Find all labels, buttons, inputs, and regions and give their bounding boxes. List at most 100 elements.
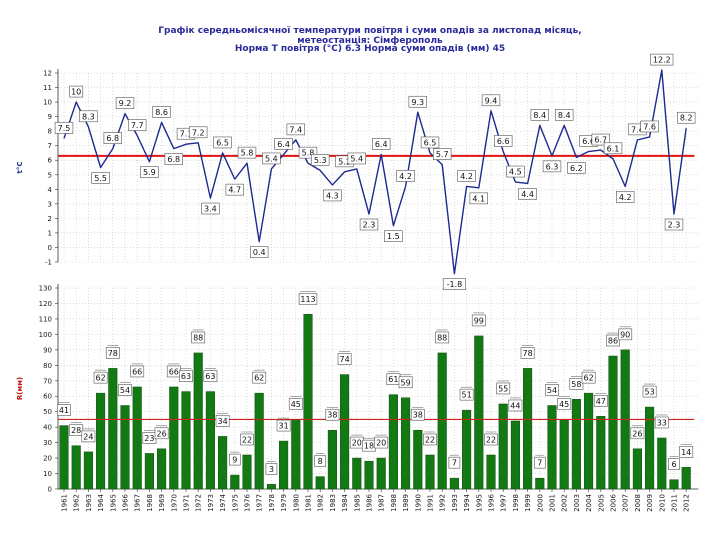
precip-label-box xyxy=(69,424,84,437)
precip-label-box xyxy=(265,463,278,475)
precip-data-label: 59 xyxy=(401,378,411,387)
temp-data-label: 5.2 xyxy=(338,157,351,166)
temp-data-label: 6.6 xyxy=(497,137,510,146)
temp-data-label: 0.4 xyxy=(253,248,266,257)
precip-data-label: 66 xyxy=(169,367,179,376)
precip-bar xyxy=(83,451,93,490)
temp-data-label: 6.8 xyxy=(167,155,180,164)
x-tick-label: 2000 xyxy=(536,494,544,512)
precip-data-label: 62 xyxy=(96,374,106,383)
temp-data-label: 9.2 xyxy=(119,99,132,108)
precip-y-tick-label: 50 xyxy=(43,408,52,416)
x-tick-label: 1982 xyxy=(317,494,325,512)
temp-data-label: 6.4 xyxy=(375,140,388,149)
precip-data-label: 78 xyxy=(523,349,533,358)
x-tick-label: 1978 xyxy=(268,494,276,512)
temp-y-tick-label: 11 xyxy=(43,84,52,92)
temp-label-box xyxy=(189,126,208,139)
precip-y-tick-label: 90 xyxy=(43,346,52,354)
temp-y-tick-label: 7 xyxy=(48,142,52,150)
precip-label-box xyxy=(240,433,254,446)
precip-label-box xyxy=(325,408,340,421)
temp-label-box xyxy=(615,191,635,203)
precip-bar xyxy=(108,368,118,490)
chart-title: Графік середньомісячної температури пові… xyxy=(158,26,582,46)
precip-data-label: 45 xyxy=(559,400,569,409)
precip-label-box xyxy=(508,399,523,412)
temp-data-label: 7.4 xyxy=(289,125,302,134)
temp-data-label: 4.1 xyxy=(472,194,485,203)
precip-label-box xyxy=(215,415,230,427)
precip-label-box xyxy=(203,370,218,382)
precip-y-tick-label: 40 xyxy=(43,424,52,432)
precip-bar xyxy=(193,352,203,490)
precip-label-box xyxy=(520,347,535,359)
temp-data-label: 5.7 xyxy=(436,150,449,159)
temp-label-box xyxy=(384,230,403,242)
precip-label-box xyxy=(298,292,318,305)
temp-data-label: 8.3 xyxy=(82,112,95,121)
temp-label-box xyxy=(128,119,147,131)
precip-label-box xyxy=(118,384,132,396)
precip-data-label: 58 xyxy=(571,380,581,389)
temp-data-label: 6.4 xyxy=(277,140,290,149)
temp-label-box xyxy=(237,146,257,159)
x-tick-label: 1994 xyxy=(463,493,471,511)
precip-bar xyxy=(242,454,252,490)
precip-bar xyxy=(523,368,533,490)
precip-data-label: 113 xyxy=(300,295,315,304)
precip-data-label: 8 xyxy=(318,457,323,466)
precip-data-label: 31 xyxy=(279,422,289,431)
temp-label-box xyxy=(542,160,562,173)
precip-label-box xyxy=(81,430,96,443)
precip-data-label: 9 xyxy=(232,456,237,465)
precip-bar xyxy=(681,467,691,490)
temp-data-label: 5.8 xyxy=(241,149,254,158)
temp-label-box xyxy=(371,138,391,150)
precip-bar xyxy=(608,355,618,490)
temp-label-box xyxy=(298,146,318,159)
temp-data-label: 5.4 xyxy=(350,154,363,163)
precip-bar xyxy=(596,416,606,490)
temp-label-box xyxy=(262,152,281,165)
x-tick-label: 1966 xyxy=(122,493,130,511)
temp-y-tick-label: 2 xyxy=(48,215,52,223)
temperature-axis-label: t°C xyxy=(16,162,24,174)
precip-bar xyxy=(132,386,142,490)
temperature-series-line xyxy=(63,69,687,275)
x-tick-label: 2006 xyxy=(610,493,618,511)
temp-label-box xyxy=(152,106,171,118)
precip-label-box xyxy=(630,427,645,440)
precip-label-box xyxy=(288,398,303,410)
precip-data-label: 78 xyxy=(108,349,118,358)
precip-y-tick-label: 70 xyxy=(43,377,52,385)
precip-bar xyxy=(218,436,228,490)
precip-bar xyxy=(144,453,154,490)
precip-data-label: 88 xyxy=(193,333,203,342)
precip-label-box xyxy=(545,384,559,396)
x-tick-label: 1997 xyxy=(500,494,508,512)
precip-data-label: 18 xyxy=(364,442,374,451)
x-tick-label: 2002 xyxy=(561,494,569,512)
precip-bar xyxy=(254,392,264,490)
temp-data-label: 4.4 xyxy=(521,190,534,199)
chart-subtitle: Норма Т повітря (°С) 6.3 Норма суми опад… xyxy=(234,44,506,54)
temp-y-tick-label: 9 xyxy=(48,113,52,121)
temp-data-label: 4.2 xyxy=(619,193,632,202)
temp-data-label: 8.4 xyxy=(533,111,546,120)
temp-data-label: 2.3 xyxy=(668,221,681,230)
precip-data-label: 54 xyxy=(547,386,557,395)
temp-y-tick-label: 5 xyxy=(48,171,52,179)
temp-data-label: 5.8 xyxy=(302,149,315,158)
temp-label-box xyxy=(493,135,513,147)
temp-data-label: 9.3 xyxy=(411,98,424,107)
precip-bar xyxy=(413,429,423,490)
temp-data-label: 12.2 xyxy=(653,56,671,65)
precip-bar xyxy=(96,392,106,490)
precip-label-box xyxy=(398,376,413,389)
temp-data-label: 4.2 xyxy=(460,172,473,181)
precip-data-label: 38 xyxy=(327,411,337,420)
temp-label-box xyxy=(676,111,696,124)
